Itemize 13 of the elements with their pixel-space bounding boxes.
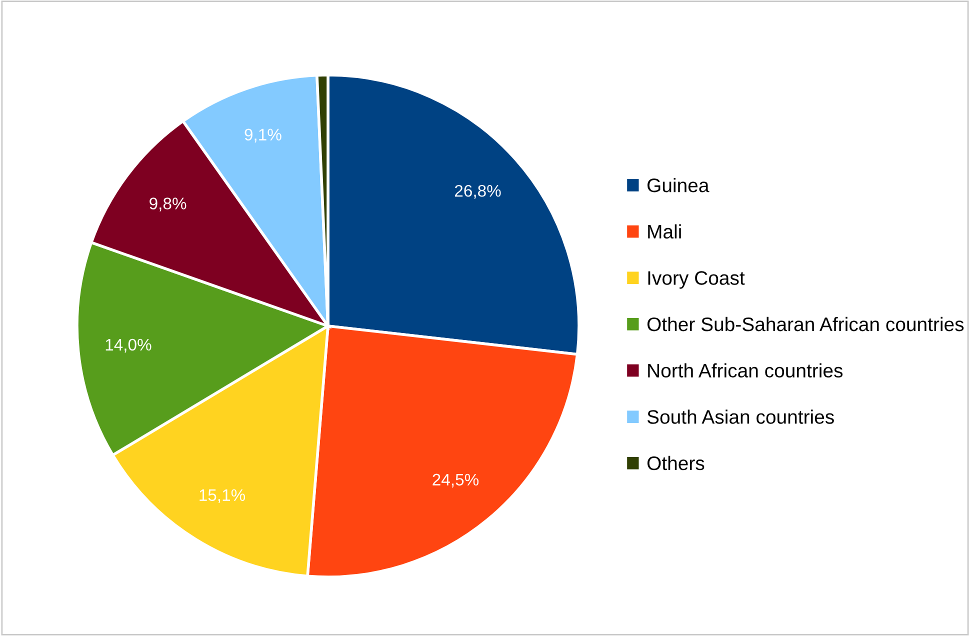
legend-label: Mali [648, 224, 681, 239]
legend-label: Guinea [648, 178, 710, 192]
legend-label: South Asian countries [647, 410, 834, 424]
data-label: 14,0% [106, 338, 152, 353]
data-label: 9,8% [150, 198, 186, 212]
data-label: 26,8% [454, 184, 501, 199]
legend-label: North African countries [648, 363, 843, 378]
legend-label: Other Sub-Saharan African countries [647, 316, 964, 332]
legend-label: Ivory Coast [648, 271, 745, 289]
legend-label: Others [647, 456, 704, 470]
data-label: 15,1% [200, 489, 246, 503]
data-label: 9,1% [244, 128, 282, 142]
data-label: 24,5% [432, 474, 479, 488]
